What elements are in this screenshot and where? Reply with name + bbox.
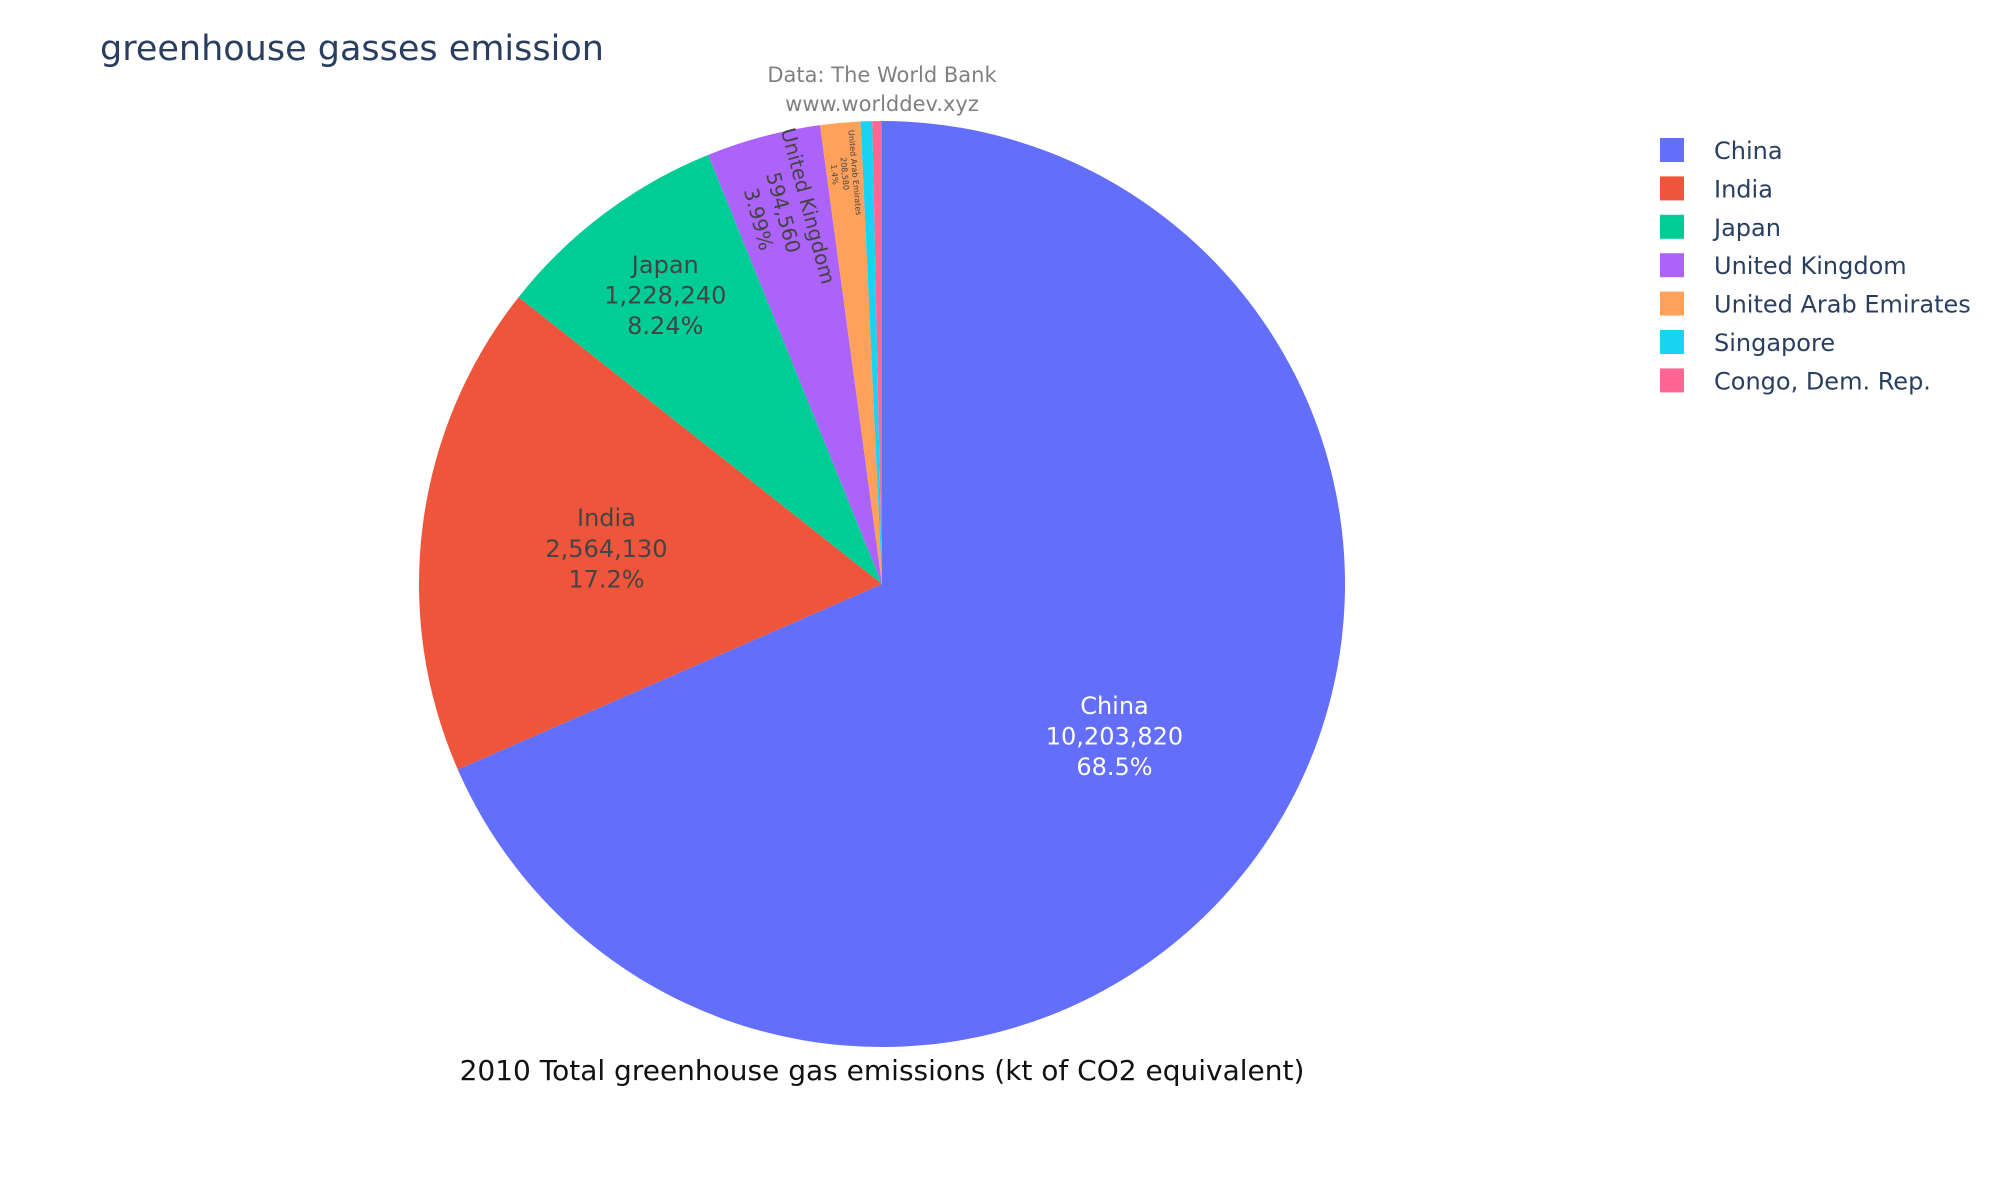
legend-label: Singapore — [1714, 329, 1835, 357]
legend-swatch — [1660, 330, 1684, 354]
pie-slice-congo-dem-rep[interactable] — [872, 121, 882, 584]
slice-label-value: 1,228,240 — [604, 282, 726, 310]
slice-label-name: India — [577, 504, 636, 532]
legend-item-congo-dem-rep[interactable]: Congo, Dem. Rep. — [1660, 367, 1931, 395]
legend: China India Japan United Kingdom United Arab… — [1660, 137, 1971, 395]
legend-swatch — [1660, 176, 1684, 201]
legend-label: Congo, Dem. Rep. — [1714, 367, 1931, 395]
slice-label-name: China — [1080, 692, 1149, 720]
legend-swatch — [1660, 138, 1684, 162]
pie-slice-india[interactable] — [418, 297, 882, 770]
legend-label: Japan — [1712, 214, 1781, 242]
pie-slice-united-arab-emirates[interactable] — [820, 121, 882, 584]
pie-slice-singapore[interactable] — [860, 121, 882, 584]
legend-item-united-kingdom[interactable]: United Kingdom — [1660, 252, 1907, 280]
legend-label: India — [1714, 175, 1773, 203]
slice-label-value: 10,203,820 — [1046, 722, 1183, 750]
legend-item-singapore[interactable]: Singapore — [1660, 329, 1835, 357]
pie-slices — [418, 121, 1345, 1047]
slice-label-percent: 17.2% — [568, 566, 644, 594]
slice-label-value: 208,580 — [839, 157, 851, 191]
chart-title: greenhouse gasses emission — [100, 29, 604, 69]
slice-label-percent: 1.4% — [829, 164, 840, 185]
source-annotation-line-1: Data: The World Bank — [767, 63, 997, 87]
legend-item-china[interactable]: China — [1660, 137, 1783, 165]
legend-label: China — [1714, 137, 1783, 165]
legend-swatch — [1660, 253, 1684, 278]
legend-item-india[interactable]: India — [1660, 175, 1773, 203]
legend-item-united-arab-emirates[interactable]: United Arab Emirates — [1660, 291, 1971, 319]
legend-swatch — [1660, 214, 1684, 239]
legend-swatch — [1660, 368, 1684, 393]
legend-label: United Kingdom — [1714, 252, 1907, 280]
slice-label-name: Japan — [630, 251, 699, 279]
slice-label-percent: 8.24% — [627, 312, 703, 340]
legend-swatch — [1660, 291, 1684, 316]
pie-slice-japan[interactable] — [518, 154, 882, 584]
slice-label-percent: 68.5% — [1076, 753, 1152, 781]
legend-item-japan[interactable]: Japan — [1660, 214, 1781, 242]
legend-label: United Arab Emirates — [1714, 291, 1971, 319]
slice-label-value: 2,564,130 — [545, 535, 667, 563]
source-annotation-line-2: www.worlddev.xyz — [785, 92, 979, 116]
pie-slice-china[interactable] — [457, 121, 1345, 1047]
slice-label-india: India 2,564,130 17.2% — [545, 504, 667, 593]
pie-slice-united-kingdom[interactable] — [708, 125, 882, 585]
chart-caption: 2010 Total greenhouse gas emissions (kt … — [460, 1054, 1305, 1087]
